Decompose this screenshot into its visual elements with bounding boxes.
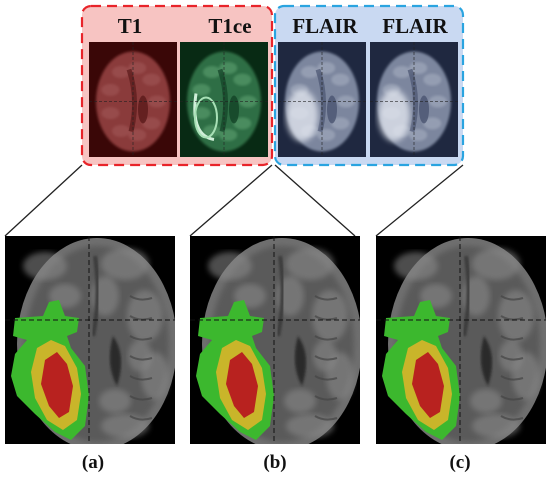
necrotic-region: [226, 352, 258, 418]
thumb-flair-2: [370, 42, 458, 157]
thumb-t1: [89, 42, 177, 157]
modality-label-t1ce: T1ce: [208, 14, 252, 38]
connector-left-outer: [4, 164, 83, 237]
modality-label-t1: T1: [117, 14, 143, 38]
necrotic-region: [412, 352, 444, 418]
thumb-t1ce: [180, 42, 268, 157]
caption-c: (c): [449, 452, 471, 473]
caption-b: (b): [263, 452, 287, 473]
modality-label-flair-1: FLAIR: [292, 14, 358, 38]
caption-a: (a): [81, 452, 105, 473]
connector-right-inner: [274, 164, 356, 237]
connector-right-outer: [375, 164, 464, 237]
thumb-flair-1: [278, 42, 366, 157]
connector-left-inner: [189, 164, 273, 237]
modality-label-flair-2: FLAIR: [382, 14, 448, 38]
segmentation-panel-a: [5, 236, 175, 444]
necrotic-region: [41, 352, 73, 418]
segmentation-panel-b: [190, 236, 360, 444]
segmentation-panel-c: [376, 236, 546, 444]
